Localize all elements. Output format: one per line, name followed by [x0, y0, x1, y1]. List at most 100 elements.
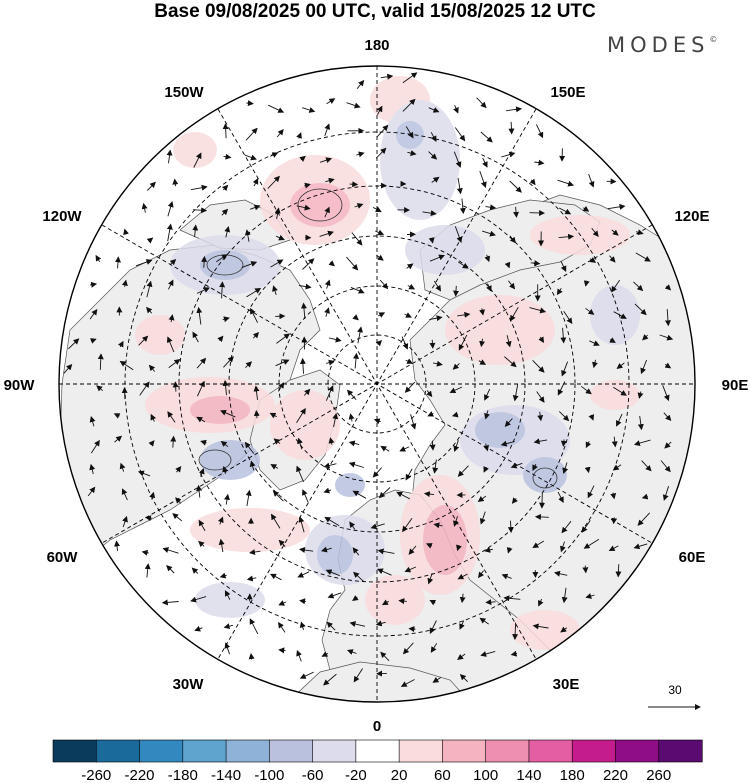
negative-anomaly — [195, 582, 265, 618]
wind-arrow — [193, 152, 202, 168]
wind-arrow — [218, 538, 225, 553]
wind-arrow — [637, 415, 644, 431]
wind-arrow — [405, 468, 413, 481]
wind-arrow — [482, 157, 488, 168]
wind-arrow — [328, 336, 342, 343]
wind-arrow — [407, 283, 416, 290]
wind-arrow — [479, 511, 486, 525]
wind-arrow — [376, 124, 389, 138]
wind-arrow — [219, 572, 227, 579]
wind-arrow — [299, 621, 306, 631]
reference-vector: 30 — [648, 683, 701, 710]
contour-line — [297, 188, 343, 222]
wind-arrow — [268, 104, 285, 113]
lon-label-90w: 90W — [4, 377, 36, 394]
wind-arrow — [90, 281, 98, 288]
wind-arrow — [349, 621, 366, 627]
wind-arrow — [664, 362, 672, 369]
wind-arrow — [172, 178, 179, 187]
wind-arrow — [613, 386, 627, 396]
wind-arrow — [505, 335, 512, 348]
wind-arrow — [428, 151, 438, 160]
wind-arrow — [377, 548, 395, 555]
wind-arrow — [560, 260, 567, 273]
wind-arrow — [299, 155, 306, 162]
colorbar-swatch — [355, 739, 400, 763]
colorbar-tick-label: 100 — [473, 767, 498, 783]
wind-arrow — [381, 599, 389, 606]
wind-arrow — [453, 516, 459, 527]
colorbar-swatch — [95, 739, 141, 763]
colorbar-swatch — [182, 739, 227, 763]
wind-arrow — [482, 230, 496, 237]
wind-arrow — [512, 622, 519, 641]
colorbar-swatch — [658, 739, 703, 763]
colorbar-swatch — [485, 739, 530, 763]
wind-arrow — [480, 131, 493, 143]
colorbar-swatch — [528, 739, 573, 763]
wind-arrow — [192, 331, 199, 343]
negative-anomaly — [380, 100, 460, 220]
wind-arrow — [561, 520, 572, 534]
wind-arrow — [513, 206, 520, 218]
wind-arrow — [479, 170, 487, 188]
wind-arrow — [270, 152, 279, 158]
wind-arrow — [346, 256, 359, 271]
wind-arrow — [588, 173, 595, 188]
wind-arrow — [296, 407, 306, 424]
wind-arrow — [589, 340, 600, 346]
wind-arrow — [459, 593, 466, 604]
wind-arrow — [90, 439, 100, 454]
wind-arrow — [457, 311, 471, 318]
wind-arrow — [476, 97, 487, 109]
negative-anomaly — [475, 412, 525, 448]
wind-arrow — [222, 123, 229, 139]
colorbar-tick-label: -260 — [81, 767, 111, 783]
wind-arrow — [477, 495, 487, 502]
wind-arrow — [459, 620, 465, 630]
wind-arrow — [217, 335, 224, 343]
wind-arrow — [161, 599, 179, 606]
wind-arrow — [245, 361, 253, 369]
brand-text: MODES — [607, 33, 710, 57]
wind-arrow — [190, 184, 208, 191]
wind-arrow — [139, 381, 150, 396]
wind-arrow — [274, 207, 281, 220]
wind-arrow — [326, 98, 336, 105]
wind-arrow — [323, 673, 337, 686]
wind-arrow — [302, 258, 315, 270]
wind-arrow — [380, 445, 390, 452]
positive-anomaly — [173, 132, 217, 168]
wind-arrow — [662, 385, 670, 402]
wind-arrow — [456, 544, 462, 552]
wind-arrow — [458, 334, 468, 351]
wind-arrow — [560, 626, 568, 633]
wind-arrow — [270, 259, 284, 268]
wind-arrow — [453, 440, 460, 452]
wind-arrow — [537, 411, 544, 422]
wind-arrow — [404, 312, 412, 318]
wind-arrow — [221, 184, 229, 192]
wind-arrow — [453, 285, 459, 297]
wind-arrow — [222, 379, 229, 396]
wind-arrow — [298, 283, 312, 290]
wind-arrow — [245, 127, 258, 141]
wind-arrow — [166, 336, 175, 353]
wind-arrow — [326, 359, 335, 366]
wind-arrow — [89, 416, 96, 427]
wind-arrow — [350, 286, 365, 294]
contour-line — [198, 449, 232, 471]
wind-arrow — [90, 338, 97, 344]
wind-arrow — [427, 572, 434, 585]
wind-arrow — [278, 600, 287, 606]
wind-arrow — [241, 261, 258, 269]
wind-arrow — [296, 204, 311, 211]
wind-arrow — [582, 565, 589, 574]
wind-arrow — [97, 353, 104, 370]
wind-arrow — [479, 338, 486, 348]
wind-arrow — [272, 285, 278, 296]
wind-arrow — [270, 513, 281, 529]
wind-arrow — [536, 391, 545, 403]
wind-arrow — [353, 352, 360, 369]
wind-arrow — [321, 546, 332, 553]
